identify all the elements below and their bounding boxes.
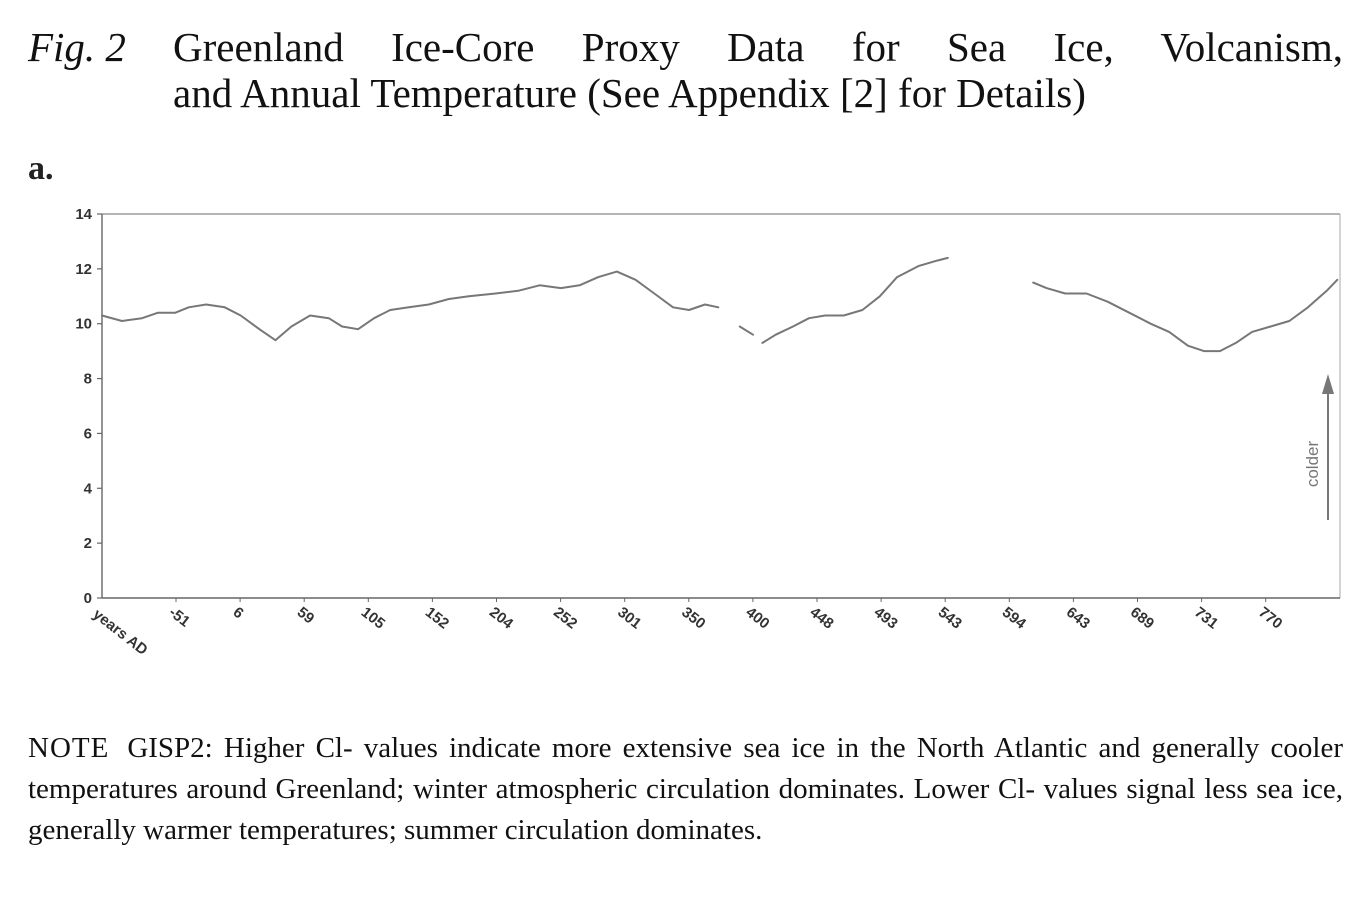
x-tick-label: 105 [358,604,388,633]
figure-title-line-2: and Annual Temperature (See Appendix [2]… [173,70,1086,116]
x-tick-label: 400 [742,604,772,633]
y-axis: 0 2 4 6 8 10 12 14 [75,206,1341,607]
x-axis-label: years AD [90,606,151,659]
y-tick-label: 0 [84,590,92,607]
note-label: NOTE [28,732,110,764]
y-tick-label: 2 [84,535,92,552]
annotation-group: colder [1303,374,1334,520]
series-line-segment [761,256,949,344]
x-tick-label: 493 [871,604,901,633]
note: NOTE GISP2: Higher Cl- values indicate mo… [28,728,1343,851]
series-line-segment [738,325,754,336]
y-tick-label: 8 [84,371,92,388]
colder-arrow-head [1322,374,1334,394]
x-tick-label: 643 [1063,604,1093,633]
figure-label: Fig. 2 [28,24,126,70]
x-tick-label: 252 [550,604,580,633]
x-tick-label: 543 [935,604,965,633]
colder-annotation: colder [1303,441,1322,488]
x-tick-label: 301 [614,604,644,633]
x-tick-label: 152 [422,604,452,633]
series-group [101,256,1339,353]
x-tick-label: 689 [1127,604,1157,633]
y-tick-label: 14 [75,206,92,223]
series-line-segment [1032,278,1339,353]
x-tick-label: 770 [1255,604,1285,633]
note-text: GISP2: Higher Cl- values indicate more e… [28,732,1343,846]
series-line-segment [101,270,720,342]
x-tick-label: 59 [294,604,318,628]
y-tick-label: 12 [75,261,92,278]
x-tick-label: 448 [807,604,837,633]
figure-title-text: Greenland Ice-Core Proxy Data for Sea Ic… [173,24,1343,116]
x-tick-label: 204 [486,604,517,633]
x-axis: years AD -51 6 59 105 152 204 252 301 350 400 448 49… [90,597,1340,659]
panel-label: a. [28,150,54,187]
x-tick-label: 594 [999,604,1030,633]
figure-title-line-1: Greenland Ice-Core Proxy Data for Sea Ic… [173,24,1343,70]
chart: 0 2 4 6 8 10 12 14 years AD -51 6 59 105 152 204 252 30… [75,206,1341,659]
y-tick-label: 10 [75,316,92,333]
x-tick-label: 350 [678,604,708,633]
x-tick-label: -51 [166,604,194,631]
y-tick-label: 4 [84,480,93,497]
y-tick-label: 6 [84,425,92,442]
x-tick-label: 731 [1191,604,1221,633]
x-tick-label: 6 [230,604,247,623]
